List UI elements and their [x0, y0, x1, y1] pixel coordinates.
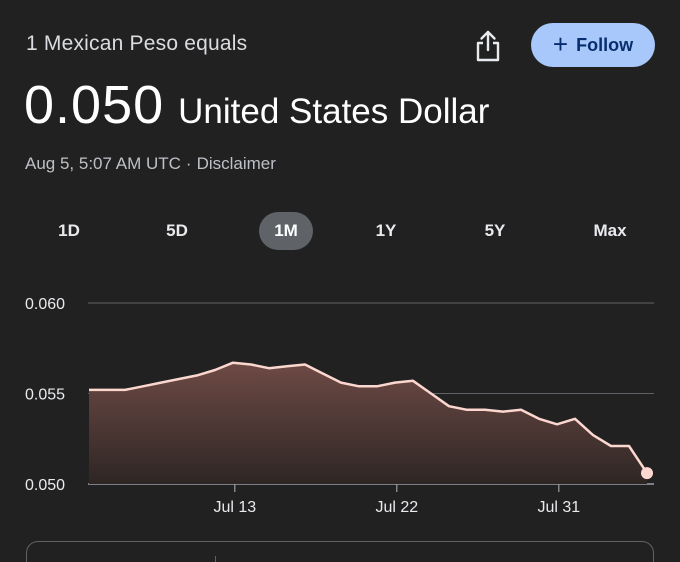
- meta-separator: ·: [185, 154, 192, 173]
- x-tick-label: Jul 22: [375, 499, 418, 516]
- share-icon: [476, 30, 500, 62]
- data-point: [321, 372, 325, 376]
- data-point: [519, 408, 523, 412]
- data-point: [465, 408, 469, 412]
- data-point: [573, 417, 577, 421]
- follow-label: Follow: [576, 34, 634, 55]
- disclaimer-link[interactable]: Disclaimer: [196, 154, 276, 173]
- target-currency-name: United States Dollar: [178, 92, 490, 131]
- timestamp: Aug 5, 5:07 AM UTC: [25, 154, 181, 173]
- data-point: [267, 366, 271, 370]
- tab-max[interactable]: Max: [593, 221, 627, 240]
- card-divider: [215, 556, 216, 562]
- tab-5y[interactable]: 5Y: [484, 221, 506, 240]
- x-tick-label: Jul 31: [537, 499, 580, 516]
- data-point: [393, 381, 397, 385]
- data-point: [357, 384, 361, 388]
- chart-canvas: 0.060 0.055 0.050 Jul 13 Jul 22 Jul 31: [25, 296, 654, 516]
- plus-icon: +: [552, 29, 569, 59]
- tab-1y[interactable]: 1Y: [375, 221, 397, 240]
- follow-button[interactable]: + Follow: [531, 23, 655, 67]
- y-tick-label: 0.050: [25, 477, 65, 494]
- tab-5d[interactable]: 5D: [166, 221, 188, 240]
- data-point: [249, 363, 253, 367]
- data-point: [159, 381, 163, 385]
- series-line: [89, 361, 649, 474]
- data-point: [177, 377, 181, 381]
- data-point: [429, 392, 433, 396]
- data-point: [591, 433, 595, 437]
- time-range-tabs: 1D 5D 1M 1Y 5Y Max: [12, 212, 672, 250]
- exchange-rate-value: 0.050: [24, 75, 165, 135]
- current-value-marker: [641, 467, 653, 480]
- data-point: [483, 408, 487, 412]
- area-fill: [89, 362, 647, 484]
- data-point: [411, 379, 415, 383]
- data-point: [375, 384, 379, 388]
- tab-1m[interactable]: 1M: [259, 212, 313, 250]
- data-point: [555, 422, 559, 426]
- conversion-header: 1 Mexican Peso equals: [26, 32, 248, 55]
- x-tick-label: Jul 13: [213, 499, 256, 516]
- data-point: [195, 373, 199, 377]
- data-point: [339, 381, 343, 385]
- data-point: [501, 410, 505, 414]
- data-point: [87, 388, 91, 392]
- quote-meta: Aug 5, 5:07 AM UTC · Disclaimer: [25, 154, 276, 174]
- data-point: [123, 388, 127, 392]
- data-point: [213, 368, 217, 372]
- data-point: [141, 384, 145, 388]
- data-point: [447, 404, 451, 408]
- y-tick-label: 0.060: [25, 296, 65, 313]
- tab-1d[interactable]: 1D: [58, 221, 80, 240]
- data-point: [627, 444, 631, 448]
- data-point: [231, 361, 235, 365]
- exchange-rate-chart[interactable]: 0.060 0.055 0.050 Jul 13 Jul 22 Jul 31: [0, 280, 680, 530]
- converter-input-card[interactable]: [26, 541, 654, 562]
- share-button[interactable]: [468, 24, 508, 68]
- data-point: [303, 363, 307, 367]
- data-point: [285, 364, 289, 368]
- y-tick-label: 0.055: [25, 387, 65, 404]
- data-point: [609, 444, 613, 448]
- data-point: [537, 417, 541, 421]
- quote-row: 0.050 United States Dollar: [24, 74, 489, 136]
